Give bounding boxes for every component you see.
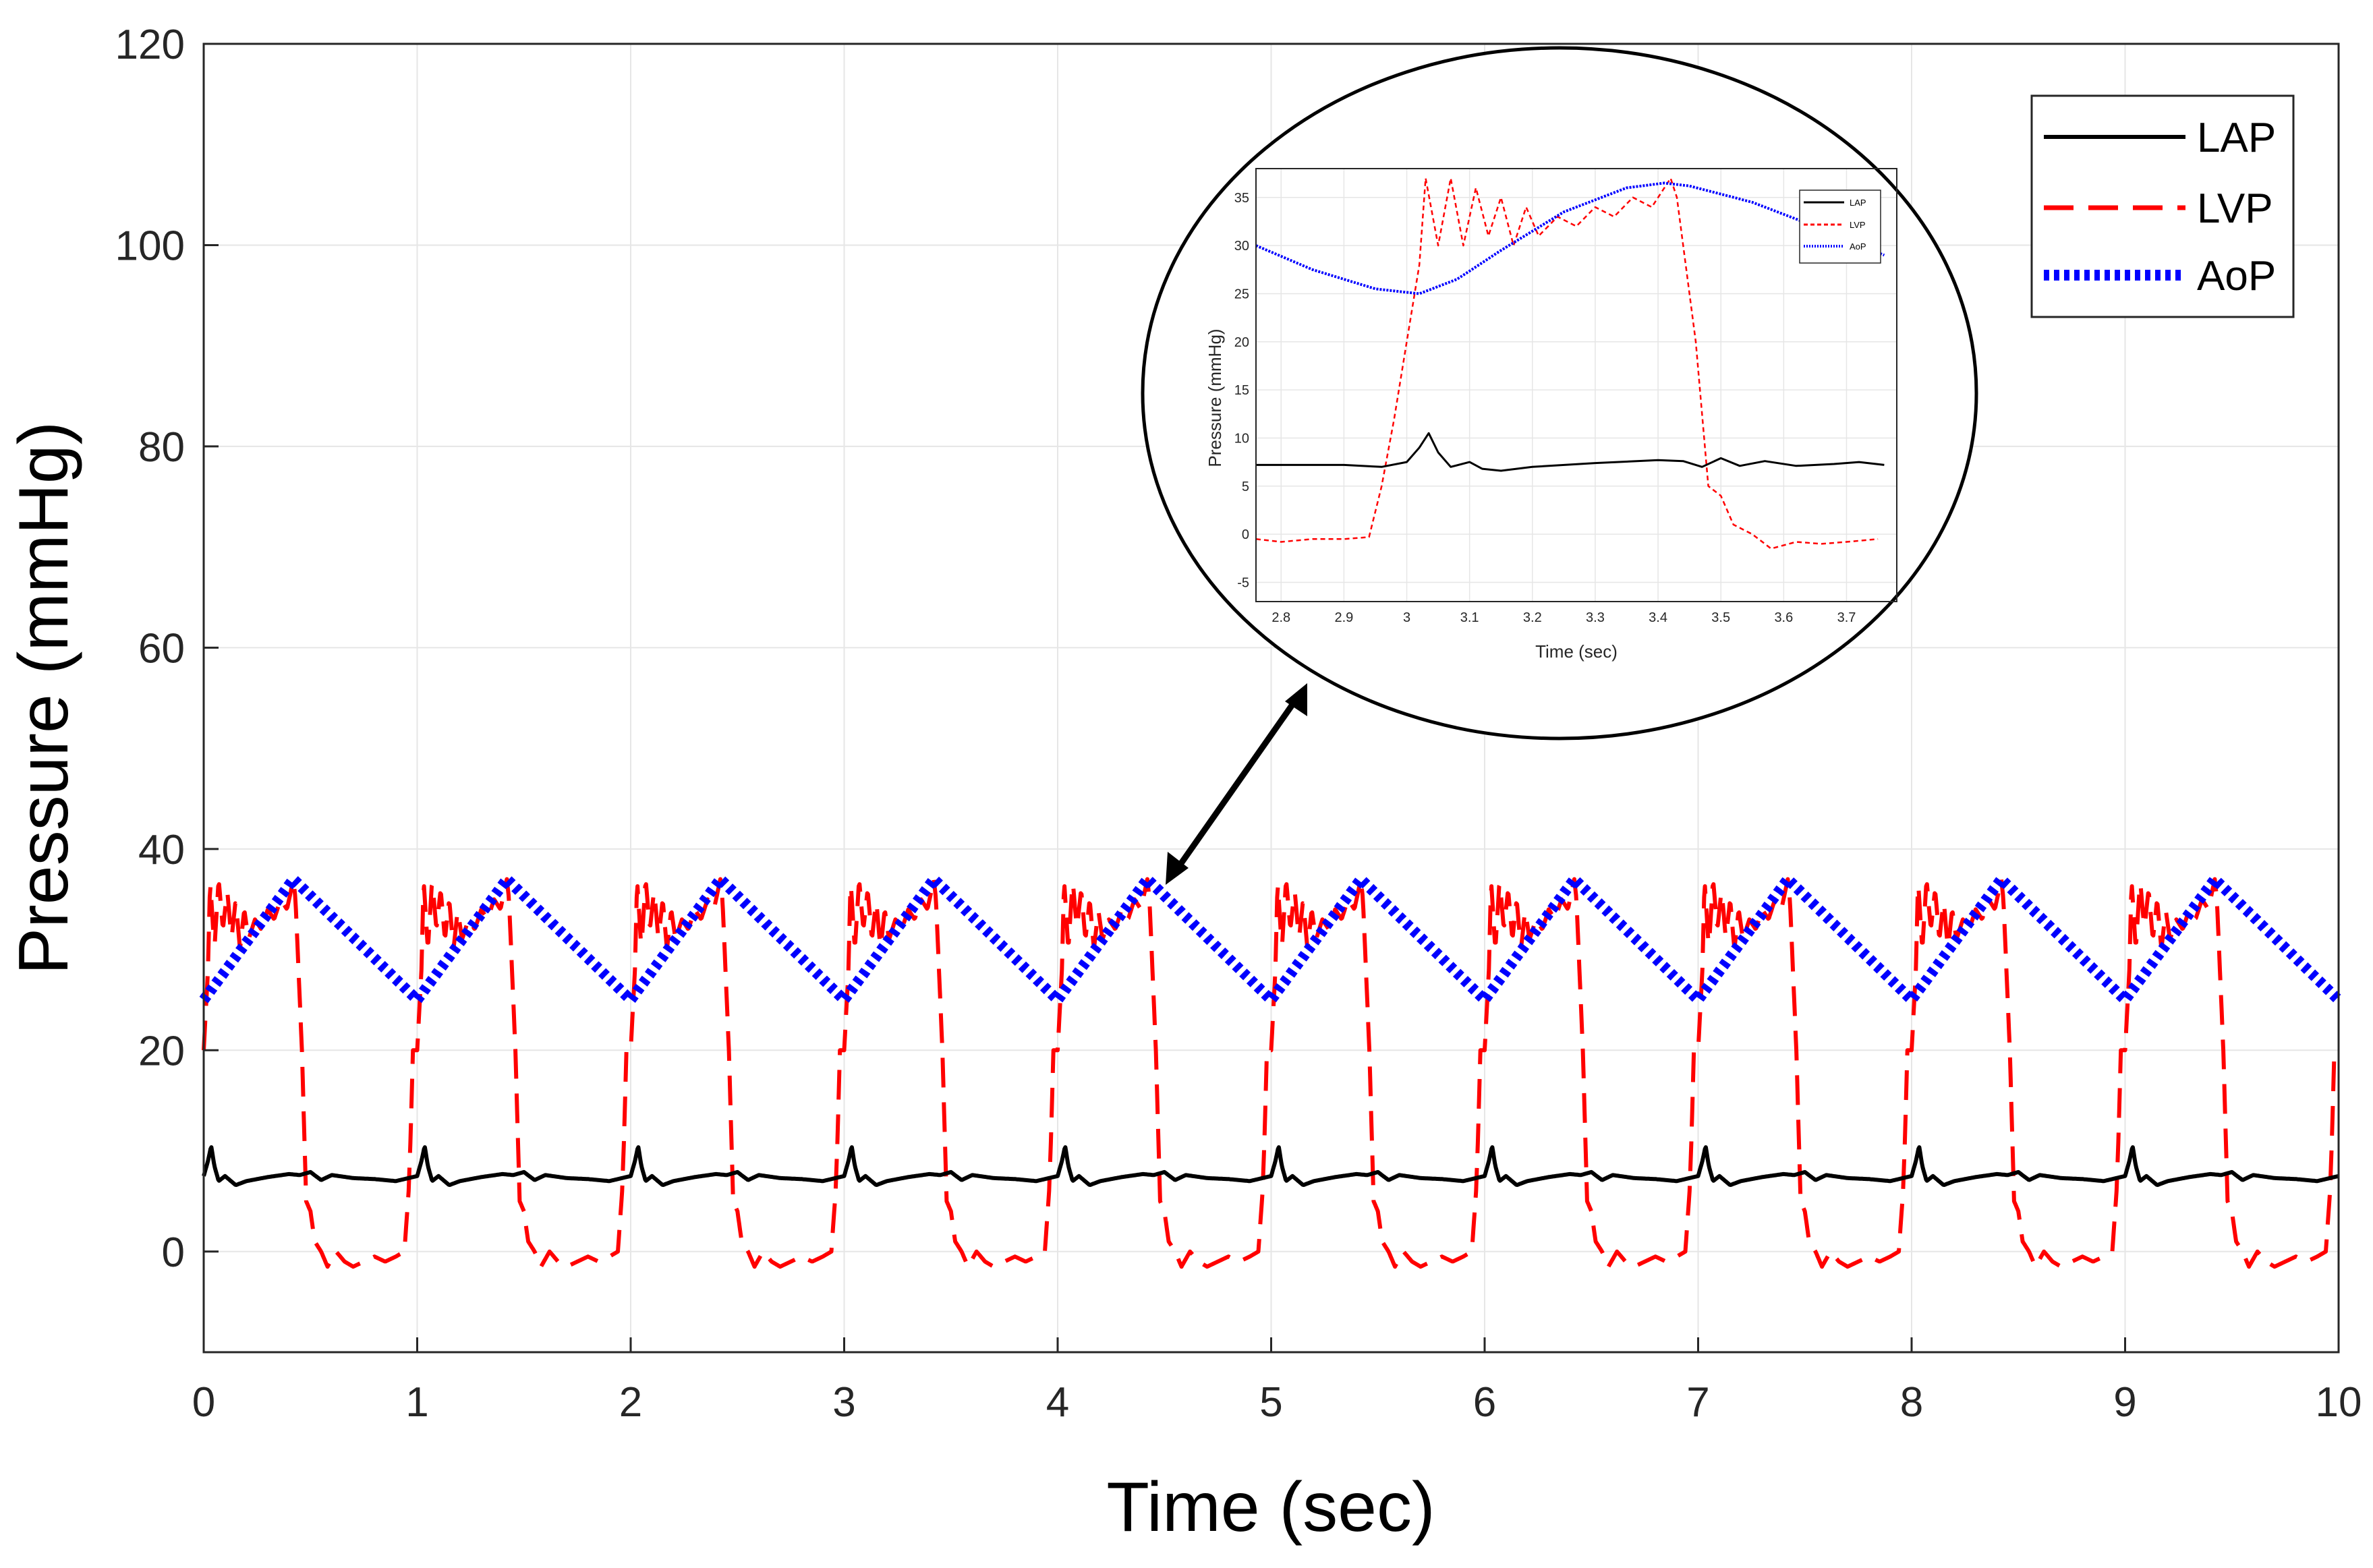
- x-tick-label: 0: [192, 1379, 215, 1426]
- main-series-layer: [199, 873, 2343, 1269]
- x-tick-label: 3: [832, 1379, 855, 1426]
- x-tick-label: 10: [2316, 1379, 2362, 1426]
- x-tick-label: 8: [1900, 1379, 1923, 1426]
- inset-y-axis-label: Pressure (mmHg): [1205, 328, 1225, 467]
- inset-series-layer: [1255, 177, 1885, 550]
- inset-y-tick-label: 5: [1242, 480, 1249, 494]
- y-tick-label: 60: [138, 625, 185, 672]
- y-tick-label: 100: [115, 223, 185, 269]
- inset-y-tick-label: 10: [1234, 431, 1249, 446]
- inset-y-tick-label: 20: [1234, 335, 1249, 350]
- inset-legend-label-lap: LAP: [1850, 198, 1866, 208]
- inset-grid: [1256, 169, 1897, 602]
- x-tick-label: 7: [1686, 1379, 1709, 1426]
- inset-legend-label-lvp: LVP: [1850, 220, 1866, 230]
- y-axis-label: Pressure (mmHg): [5, 422, 83, 975]
- legend-label-lap: LAP: [2197, 115, 2276, 161]
- inset-x-tick-label: 3: [1403, 610, 1410, 625]
- series-line-lvp: [202, 877, 2340, 1269]
- y-tick-label: 80: [138, 424, 185, 471]
- y-tick-label: 20: [138, 1028, 185, 1074]
- x-tick-label: 2: [619, 1379, 642, 1426]
- x-tick-label: 9: [2113, 1379, 2136, 1426]
- inset-legend-label-aop: AoP: [1850, 241, 1866, 252]
- inset-x-tick-label: 3.5: [1711, 610, 1730, 625]
- inset-y-tick-label: 0: [1242, 527, 1249, 542]
- y-tick-label: 0: [162, 1229, 185, 1276]
- x-tick-label: 5: [1259, 1379, 1282, 1426]
- zoom-inset: 2.8 2.9 3 3.1 3.2 3.3 3.4 3.5 3.6 3.7 -5 0 5 10 15 20 25…: [1141, 46, 1978, 741]
- inset-x-tick-label: 3.4: [1649, 610, 1667, 625]
- y-tick-label: 40: [138, 827, 185, 873]
- inset-x-tick-label: 3.1: [1460, 610, 1479, 625]
- inset-x-tick-label: 3.6: [1774, 610, 1793, 625]
- inset-axes-frame: [1255, 168, 1897, 602]
- inset-series-line-lap: [1256, 432, 1885, 472]
- x-tick-label: 6: [1473, 1379, 1496, 1426]
- inset-y-tick-label: 25: [1234, 287, 1249, 301]
- zoom-arrow: [1166, 683, 1307, 885]
- inset-x-tick-label: 3.2: [1523, 610, 1542, 625]
- inset-y-tick-label: 15: [1234, 383, 1249, 398]
- inset-x-tick-label: 3.7: [1837, 610, 1856, 625]
- inset-legend-box: [1799, 190, 1881, 264]
- x-tick-label: 4: [1046, 1379, 1069, 1426]
- series-line-lap: [202, 1145, 2340, 1187]
- inset-y-tick-label: 30: [1234, 239, 1249, 254]
- inset-y-tick-label: 35: [1234, 191, 1249, 206]
- x-tick-label: 1: [405, 1379, 428, 1426]
- legend-label-aop: AoP: [2197, 253, 2276, 299]
- x-axis-label: Time (sec): [1106, 1468, 1435, 1546]
- inset-ellipse: [1141, 46, 1978, 741]
- inset-tick-labels: 2.8 2.9 3 3.1 3.2 3.3 3.4 3.5 3.6 3.7 -5 0 5 10 15 20 25…: [1234, 191, 1856, 625]
- y-tick-label: 120: [115, 22, 185, 68]
- inset-x-tick-label: 3.3: [1586, 610, 1605, 625]
- inset-series-line-aop: [1255, 181, 1885, 295]
- inset-x-tick-label: 2.9: [1334, 610, 1353, 625]
- inset-series-line-lvp: [1255, 177, 1879, 550]
- inset-legend: LAP LVP AoP: [1799, 190, 1881, 264]
- inset-x-tick-label: 2.8: [1271, 610, 1290, 625]
- legend: LAP LVP AoP: [2030, 94, 2295, 318]
- inset-x-axis-label: Time (sec): [1535, 641, 1618, 662]
- legend-label-lvp: LVP: [2197, 185, 2273, 232]
- inset-y-tick-label: -5: [1237, 575, 1249, 590]
- series-line-aop: [199, 873, 2343, 1006]
